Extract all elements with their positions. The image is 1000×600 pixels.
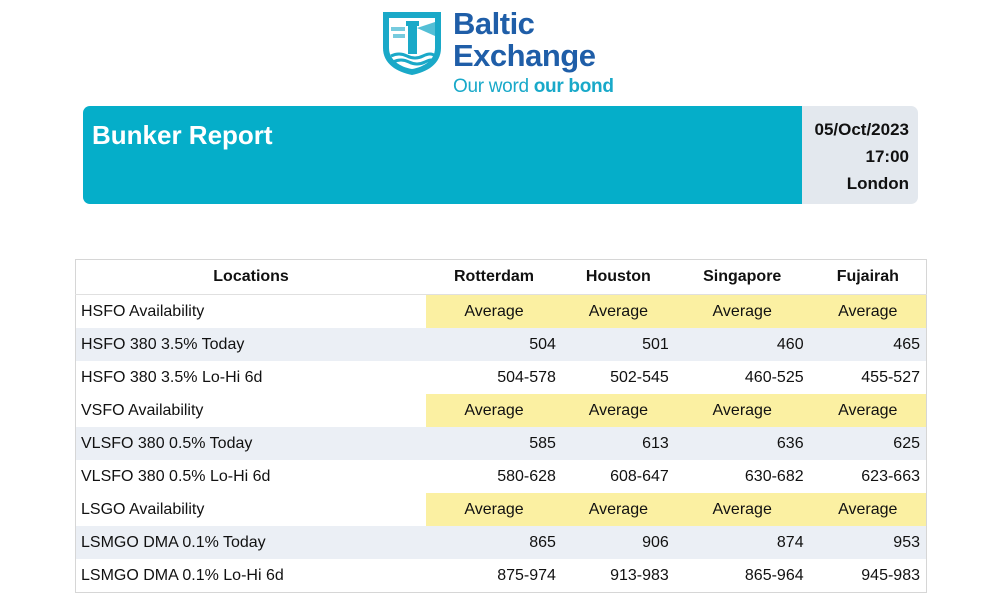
table-row: LSMGO DMA 0.1% Today 865 906 874 953 [75,526,927,559]
cell-rotterdam: Average [426,394,562,427]
column-header-singapore: Singapore [674,259,810,295]
cell-singapore: 874 [674,526,810,559]
table-row: HSFO Availability Average Average Average Av… [76,294,927,328]
cell-singapore: 865-964 [744,566,804,584]
cell-rotterdam: 504 [426,328,562,361]
table-row: HSFO 380 3.5% Today 504 501 460 465 [75,328,927,361]
lighthouse-crest-icon [383,12,441,75]
cell-houston: 502-545 [610,368,669,386]
cell-houston: 501 [561,328,675,361]
cell-fujairah: 623-663 [861,467,920,485]
cell-houston: 906 [561,526,675,559]
row-label: HSFO Availability [81,302,205,320]
cell-rotterdam: 580-628 [497,467,556,485]
row-label: HSFO 380 3.5% Lo-Hi 6d [81,368,263,386]
column-header-houston: Houston [561,259,675,295]
row-label: LSMGO DMA 0.1% Today [75,526,427,559]
report-header-banner: Bunker Report 05/Oct/2023 17:00 London [83,106,918,204]
cell-houston: Average [561,294,675,328]
table-body: HSFO Availability Average Average Average Av… [75,294,927,593]
table-row: VSFO Availability Average Average Average Av… [76,394,927,427]
cell-rotterdam: Average [426,294,562,328]
report-meta: 05/Oct/2023 17:00 London [802,106,918,204]
cell-fujairah: 455-527 [861,368,920,386]
cell-fujairah: Average [809,394,927,427]
report-date: 05/Oct/2023 [814,120,909,139]
row-label: LSMGO DMA 0.1% Lo-Hi 6d [81,566,284,584]
report-title: Bunker Report [92,120,273,150]
column-header-fujairah: Fujairah [809,259,927,295]
baltic-exchange-logo: Baltic Exchange Our word our bond [381,8,621,100]
cell-houston: 608-647 [610,467,669,485]
report-title-area: Bunker Report [83,106,802,204]
cell-singapore: Average [674,493,810,526]
report-time: 17:00 [865,147,909,166]
cell-fujairah: Average [809,493,927,526]
row-label: HSFO 380 3.5% Today [75,328,427,361]
cell-rotterdam: 865 [426,526,562,559]
table-row: VLSFO 380 0.5% Today 585 613 636 625 [75,427,927,460]
cell-fujairah: 953 [809,526,927,559]
row-label: VSFO Availability [81,401,204,419]
bunker-price-table: Locations Rotterdam Houston Singapore Fu… [75,259,927,593]
table-row: VLSFO 380 0.5% Lo-Hi 6d 580-628 608-647 630… [76,460,927,493]
column-header-locations: Locations [75,259,427,295]
cell-houston: 613 [561,427,675,460]
cell-rotterdam: 875-974 [497,566,556,584]
row-label: VLSFO 380 0.5% Today [75,427,427,460]
cell-fujairah: 625 [809,427,927,460]
table-row: LSMGO DMA 0.1% Lo-Hi 6d 875-974 913-983 865… [76,559,927,593]
report-location: London [846,174,909,193]
cell-rotterdam: Average [426,493,562,526]
cell-singapore: 636 [674,427,810,460]
cell-fujairah: 465 [809,328,927,361]
column-header-rotterdam: Rotterdam [426,259,562,295]
cell-singapore: Average [674,394,810,427]
cell-rotterdam: 504-578 [497,368,556,386]
cell-singapore: Average [674,294,810,328]
cell-rotterdam: 585 [426,427,562,460]
cell-singapore: 460-525 [744,368,804,386]
logo-wordmark: Baltic Exchange [453,6,596,73]
cell-houston: 913-983 [610,566,669,584]
row-label: LSGO Availability [81,500,205,518]
cell-fujairah: Average [809,294,927,328]
row-label: VLSFO 380 0.5% Lo-Hi 6d [81,467,271,485]
table-row: HSFO 380 3.5% Lo-Hi 6d 504-578 502-545 460-… [76,361,927,394]
cell-fujairah: 945-983 [861,566,920,584]
logo-tagline: Our word our bond [453,76,614,97]
cell-houston: Average [561,394,675,427]
table-row: LSGO Availability Average Average Average Av… [76,493,927,526]
cell-houston: Average [561,493,675,526]
table-header-row: Locations Rotterdam Houston Singapore Fu… [75,259,927,295]
cell-singapore: 630-682 [744,467,804,485]
cell-singapore: 460 [674,328,810,361]
